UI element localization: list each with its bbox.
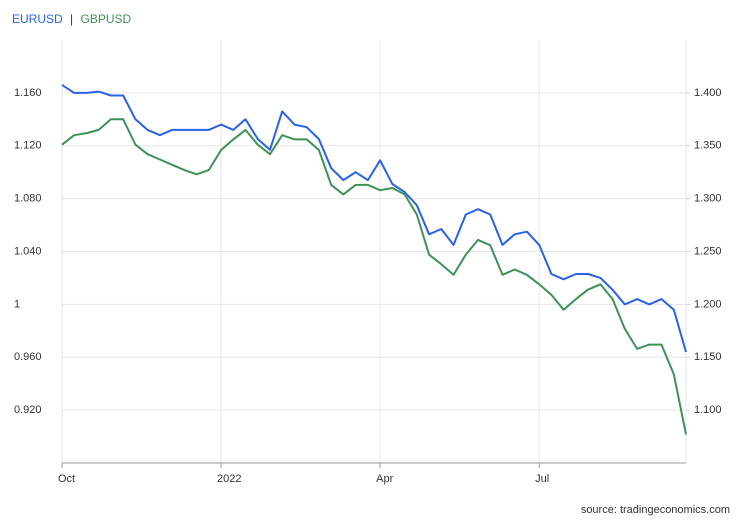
legend-entry: GBPUSD bbox=[80, 12, 131, 26]
y2-tick-label: 1.100 bbox=[694, 404, 722, 416]
y-tick-label: 1.160 bbox=[14, 87, 42, 99]
series-line bbox=[61, 118, 687, 435]
y2-tick-label: 1.200 bbox=[694, 298, 722, 310]
legend-separator: | bbox=[70, 12, 73, 26]
y-tick-label: 0.960 bbox=[14, 351, 42, 363]
y-tick-label: 1.120 bbox=[14, 140, 42, 152]
y-tick-label: 0.920 bbox=[14, 404, 42, 416]
y-tick-label: 1 bbox=[14, 298, 20, 310]
y2-tick-label: 1.150 bbox=[694, 351, 722, 363]
y2-tick-label: 1.350 bbox=[694, 140, 722, 152]
y-tick-label: 1.040 bbox=[14, 245, 42, 257]
y2-tick-label: 1.250 bbox=[694, 245, 722, 257]
series-line bbox=[61, 84, 687, 353]
legend: EURUSD | GBPUSD bbox=[12, 12, 131, 26]
x-tick-label: Oct bbox=[58, 473, 75, 485]
y2-tick-label: 1.400 bbox=[694, 87, 722, 99]
x-tick-label: 2022 bbox=[217, 473, 241, 485]
x-tick-label: Apr bbox=[376, 473, 393, 485]
source: source: tradingeconomics.com bbox=[581, 504, 730, 516]
x-tick-label: Jul bbox=[535, 473, 549, 485]
legend-entry: EURUSD bbox=[12, 12, 63, 26]
y2-tick-label: 1.300 bbox=[694, 193, 722, 205]
y-tick-label: 1.080 bbox=[14, 193, 42, 205]
